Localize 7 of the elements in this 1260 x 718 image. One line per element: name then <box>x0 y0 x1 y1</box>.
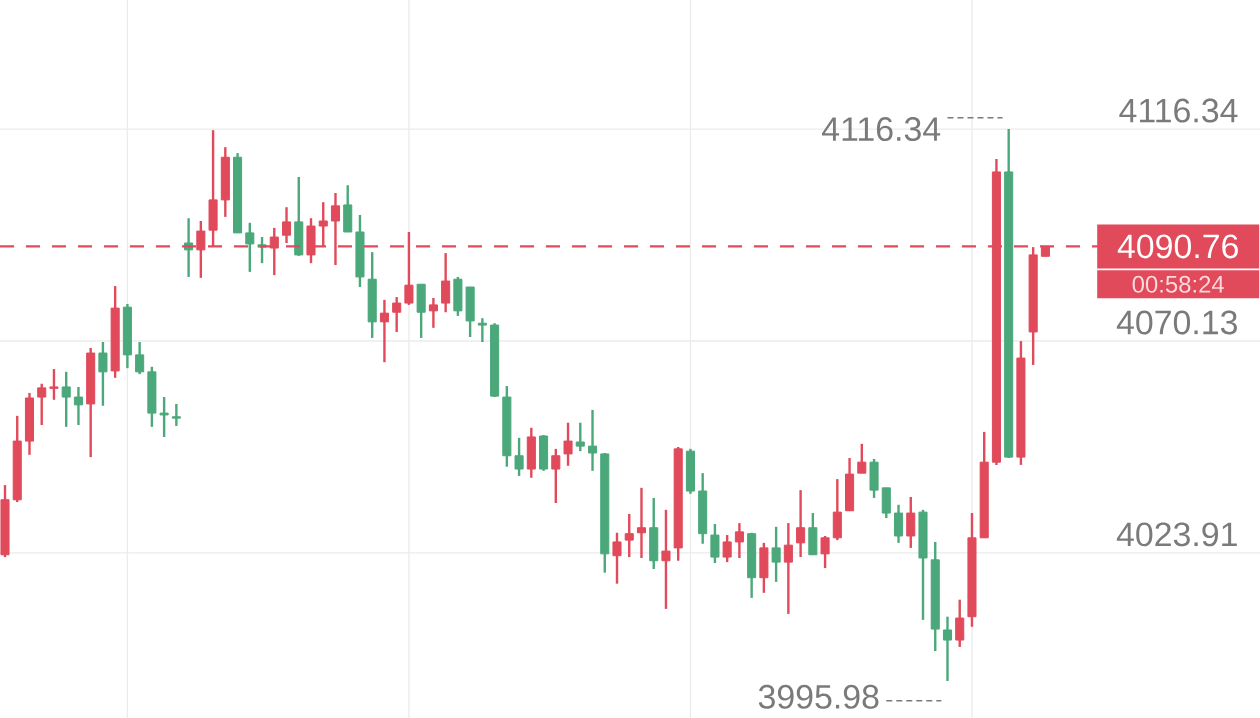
annotation: 4116.34 <box>822 117 941 142</box>
annotation: 3995.98 <box>758 684 879 709</box>
text: 00:58:24 <box>1132 275 1225 293</box>
y-tick-label: 4116.34 <box>1119 98 1238 123</box>
y-tick-label: 4023.91 <box>1116 522 1237 547</box>
ref-line-label: 4090.76 <box>1117 234 1238 259</box>
y-tick-label: 4070.13 <box>1116 310 1237 335</box>
